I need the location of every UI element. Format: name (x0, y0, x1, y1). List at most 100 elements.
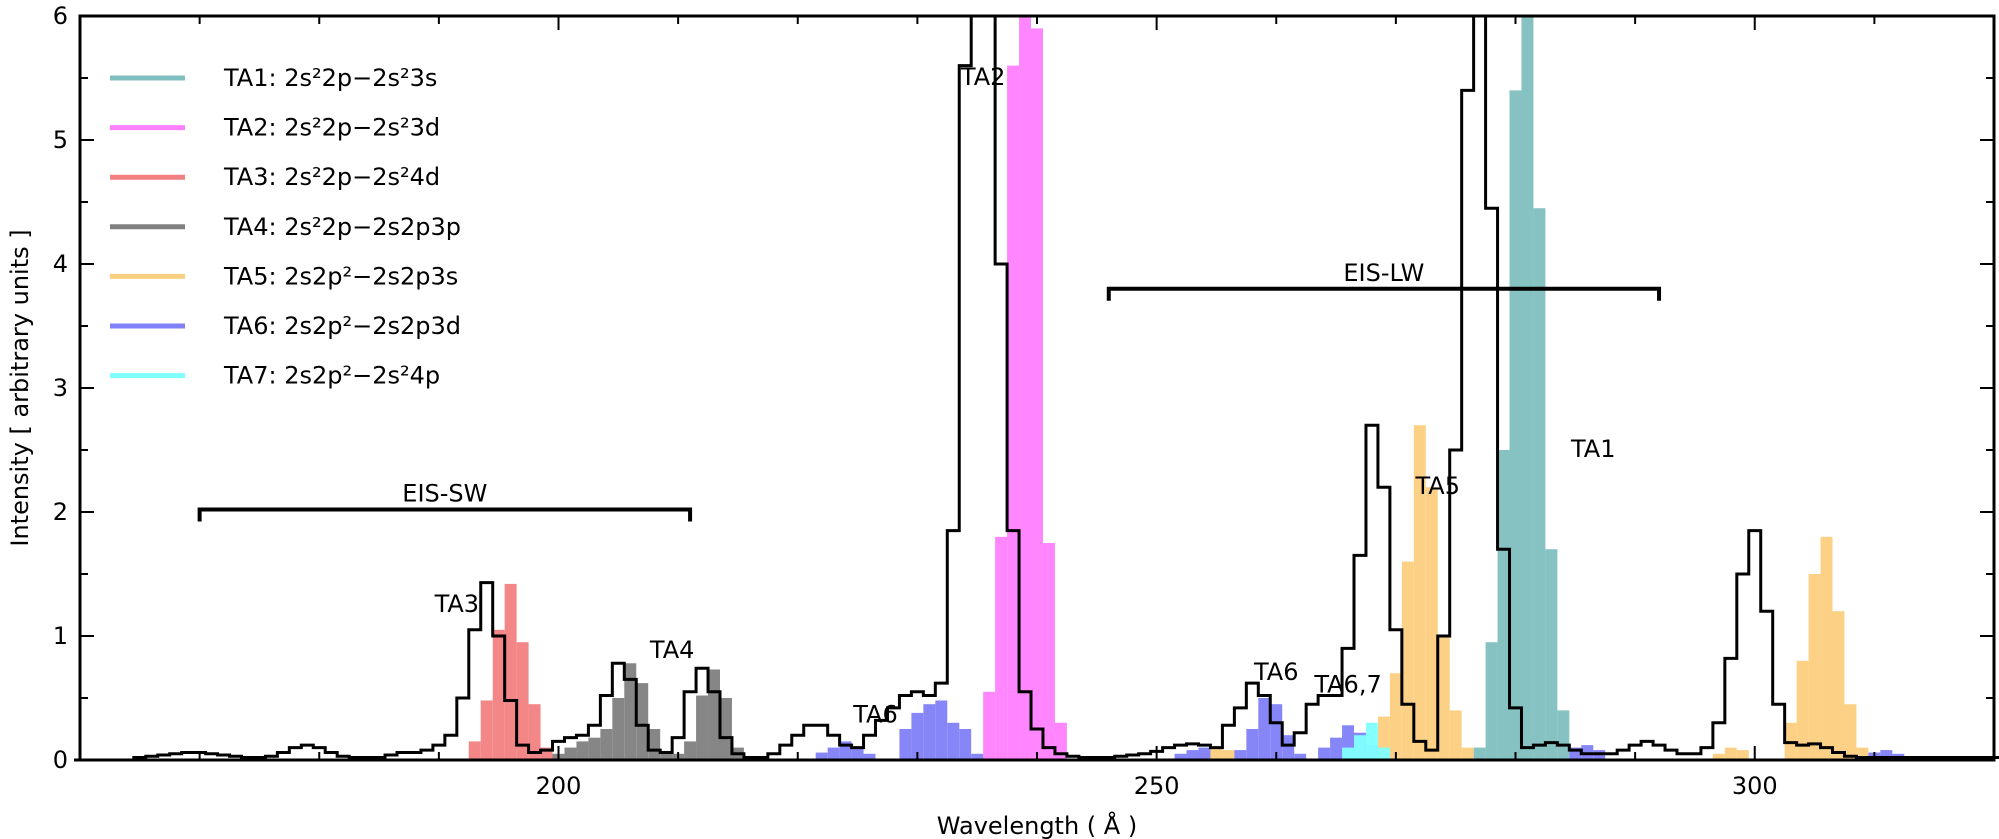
series-6-bar (923, 704, 936, 760)
series-6-bar (1258, 698, 1271, 760)
series-5-bar (1832, 611, 1845, 760)
y-tick-label: 4 (53, 250, 68, 278)
series-2-bar (1042, 543, 1055, 760)
total-envelope (74, 14, 1999, 762)
annotation-8: TA6,7 (1313, 671, 1381, 699)
series-4-bar (612, 698, 625, 760)
series-4-bar (588, 737, 601, 760)
series-4-bar (624, 663, 637, 760)
series-5-bar (1844, 704, 1857, 760)
x-tick-label: 200 (536, 772, 582, 800)
series-4-bar (719, 698, 732, 760)
bracket-label-2: EIS-LW (1343, 259, 1424, 287)
series-6-bar (971, 753, 984, 760)
series-6-bar (827, 747, 840, 760)
series-6-bar (911, 712, 924, 760)
series-3-bar (492, 629, 505, 760)
series-2-bar (1031, 28, 1043, 760)
series-3-bar (504, 583, 517, 760)
series-1-bar (1545, 549, 1558, 760)
series-2-bar (983, 691, 996, 760)
series-4-bar (636, 683, 649, 760)
series-6-bar (1282, 735, 1295, 760)
series-5-bar (1401, 561, 1414, 760)
annotation-7: TA6 (1253, 658, 1298, 686)
series-6-bar (1330, 737, 1343, 760)
x-tick-label: 250 (1134, 772, 1180, 800)
series-6-bar (1186, 750, 1199, 760)
y-tick-label: 3 (53, 374, 68, 402)
series-5-bar (1820, 536, 1833, 760)
series-6-bar (947, 722, 960, 760)
series-7-bar (1365, 722, 1378, 760)
annotation-3: TA5 (1415, 472, 1460, 500)
legend-label-2: TA2: 2s²2p−2s²3d (223, 114, 440, 142)
series-7-bar (1354, 735, 1366, 760)
series-5-bar (1808, 574, 1821, 760)
series-4-bar (648, 729, 661, 760)
series-5-bar (1425, 487, 1438, 760)
series-6-bar (1246, 729, 1259, 760)
instrument-brackets: EIS-SW EIS-LW (197, 259, 1662, 522)
series-4-bar (684, 741, 697, 760)
series-3-bar (480, 700, 493, 760)
annotation-5: TA4 (649, 636, 694, 664)
y-tick-label: 5 (53, 126, 68, 154)
series-7-bar (1342, 747, 1355, 760)
series-4-bar (564, 747, 577, 760)
annotation-1: TA2 (960, 63, 1005, 91)
legend-label-1: TA1: 2s²2p−2s²3s (223, 64, 437, 92)
series-5-bar (1210, 747, 1223, 760)
legend-label-3: TA3: 2s²2p−2s²4d (223, 163, 440, 191)
y-tick-label: 1 (53, 622, 68, 650)
series-2-bar (995, 536, 1008, 760)
series-2-bar (1054, 722, 1067, 760)
series-7-bar (1377, 747, 1390, 760)
series-5-bar (1461, 747, 1474, 760)
series-5-bar (1222, 750, 1235, 760)
bracket-1 (197, 507, 693, 522)
series-5-bar (1856, 747, 1869, 760)
annotation-4: TA3 (434, 590, 479, 618)
envelope-line (74, 14, 1999, 762)
series-3-bar (528, 704, 541, 760)
annotation-6: TA6 (852, 700, 897, 728)
legend-label-4: TA4: 2s²2p−2s2p3p (223, 213, 461, 241)
series-6-bar (815, 752, 828, 760)
series-6-bar (1569, 747, 1582, 760)
x-tick-label: 300 (1732, 772, 1778, 800)
y-axis-label: Intensity [ arbitrary units ] (6, 229, 34, 546)
series-6-bar (959, 729, 972, 760)
axes: 200 250 300 0 1 2 3 4 5 6 (53, 2, 1996, 800)
series-5-bar (1736, 750, 1749, 760)
series-6-bar (1270, 704, 1283, 760)
y-tick-label: 6 (53, 2, 68, 30)
legend-label-7: TA7: 2s2p²−2s²4p (223, 362, 440, 390)
series-1-bar (1533, 208, 1546, 760)
series-5-bar (1437, 636, 1450, 760)
series-5-bar (1796, 660, 1809, 760)
legend: TA1: 2s²2p−2s²3s TA2: 2s²2p−2s²3d TA3: 2s²… (110, 64, 461, 390)
x-axis-label: Wavelength ( Å ) (937, 811, 1137, 839)
series-4-bar (576, 741, 589, 760)
series-4-bar (600, 729, 613, 760)
series-6-bar (899, 729, 912, 760)
series-2-bar (1019, 16, 1032, 760)
series-5-bar (1413, 425, 1426, 760)
line-annotations: TA2 TA1 TA5 TA3 TA4 TA6 TA6 TA6,7 (434, 63, 1616, 728)
series-5-bar (1724, 747, 1737, 760)
y-tick-label: 0 (53, 746, 68, 774)
series-6-bar (863, 753, 876, 760)
series-2-bar (1007, 65, 1020, 761)
y-tick-label: 2 (53, 498, 68, 526)
series-3-bar (468, 741, 481, 760)
series-5-bar (1712, 753, 1725, 760)
series-5-bar (1377, 716, 1390, 760)
series-4-bar (660, 753, 673, 760)
series-1-bar (1473, 747, 1486, 760)
series-6-bar (1880, 750, 1893, 760)
series-1-bar (1557, 710, 1570, 760)
series-6-bar (935, 700, 948, 760)
series-6-bar (851, 747, 864, 760)
